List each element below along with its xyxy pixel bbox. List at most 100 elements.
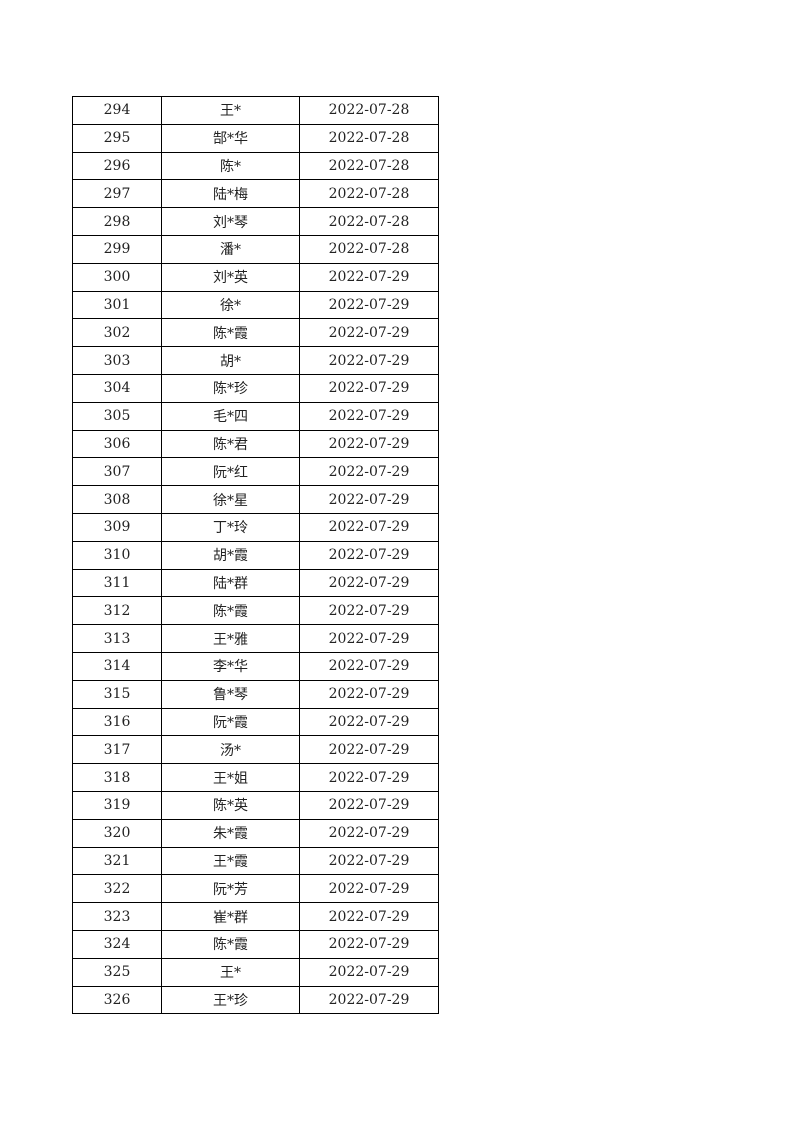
row-number-cell: 307 — [72, 457, 162, 487]
table-row: 321 王*霞 2022-07-29 — [72, 846, 439, 876]
row-number-cell: 321 — [72, 846, 162, 876]
row-number-cell: 316 — [72, 707, 162, 737]
records-table: 294 王* 2022-07-28 295 郜*华 2022-07-28 296 陈* 2022… — [72, 96, 439, 1015]
date-cell: 2022-07-29 — [299, 373, 439, 403]
name-cell: 刘*英 — [161, 262, 300, 292]
date-cell: 2022-07-28 — [299, 151, 439, 181]
table-row: 308 徐*星 2022-07-29 — [72, 485, 439, 514]
table-row: 315 鲁*琴 2022-07-29 — [72, 679, 439, 709]
name-cell: 汤* — [161, 735, 300, 765]
date-cell: 2022-07-29 — [299, 568, 439, 598]
row-number-cell: 312 — [72, 596, 162, 626]
row-number-cell: 315 — [72, 679, 162, 709]
row-number-cell: 299 — [72, 234, 162, 264]
table-row: 309 丁*玲 2022-07-29 — [72, 512, 439, 542]
date-cell: 2022-07-29 — [299, 540, 439, 570]
name-cell: 陈*霞 — [161, 318, 300, 348]
date-cell: 2022-07-29 — [299, 874, 439, 904]
date-cell: 2022-07-29 — [299, 707, 439, 737]
date-cell: 2022-07-29 — [299, 290, 439, 320]
date-cell: 2022-07-29 — [299, 902, 439, 931]
date-cell: 2022-07-29 — [299, 624, 439, 653]
table-row: 326 王*珍 2022-07-29 — [72, 985, 439, 1015]
row-number-cell: 311 — [72, 568, 162, 598]
row-number-cell: 325 — [72, 957, 162, 987]
name-cell: 阮*霞 — [161, 707, 300, 737]
date-cell: 2022-07-29 — [299, 346, 439, 375]
name-cell: 刘*琴 — [161, 207, 300, 236]
row-number-cell: 323 — [72, 902, 162, 931]
table-row: 319 陈*英 2022-07-29 — [72, 790, 439, 820]
row-number-cell: 295 — [72, 123, 162, 153]
table-row: 300 刘*英 2022-07-29 — [72, 262, 439, 292]
name-cell: 郜*华 — [161, 123, 300, 153]
row-number-cell: 305 — [72, 401, 162, 431]
name-cell: 陆*群 — [161, 568, 300, 598]
table-row: 317 汤* 2022-07-29 — [72, 735, 439, 765]
name-cell: 王* — [161, 957, 300, 987]
table-row: 322 阮*芳 2022-07-29 — [72, 874, 439, 904]
table-row: 299 潘* 2022-07-28 — [72, 234, 439, 264]
name-cell: 陈*霞 — [161, 929, 300, 959]
date-cell: 2022-07-29 — [299, 318, 439, 348]
date-cell: 2022-07-29 — [299, 846, 439, 876]
table-row: 297 陆*梅 2022-07-28 — [72, 179, 439, 209]
table-row: 311 陆*群 2022-07-29 — [72, 568, 439, 598]
name-cell: 陈*英 — [161, 790, 300, 820]
table-row: 298 刘*琴 2022-07-28 — [72, 207, 439, 236]
table-row: 318 王*姐 2022-07-29 — [72, 763, 439, 792]
date-cell: 2022-07-29 — [299, 596, 439, 626]
table-row: 314 李*华 2022-07-29 — [72, 651, 439, 681]
table-row: 325 王* 2022-07-29 — [72, 957, 439, 987]
name-cell: 潘* — [161, 234, 300, 264]
row-number-cell: 300 — [72, 262, 162, 292]
name-cell: 陈*珍 — [161, 373, 300, 403]
date-cell: 2022-07-28 — [299, 96, 439, 125]
date-cell: 2022-07-29 — [299, 512, 439, 542]
name-cell: 鲁*琴 — [161, 679, 300, 709]
date-cell: 2022-07-29 — [299, 985, 439, 1015]
row-number-cell: 308 — [72, 485, 162, 514]
date-cell: 2022-07-29 — [299, 651, 439, 681]
name-cell: 徐* — [161, 290, 300, 320]
row-number-cell: 313 — [72, 624, 162, 653]
row-number-cell: 322 — [72, 874, 162, 904]
table-row: 302 陈*霞 2022-07-29 — [72, 318, 439, 348]
table-row: 301 徐* 2022-07-29 — [72, 290, 439, 320]
row-number-cell: 304 — [72, 373, 162, 403]
name-cell: 王*珍 — [161, 985, 300, 1015]
table-row: 324 陈*霞 2022-07-29 — [72, 929, 439, 959]
table-body: 294 王* 2022-07-28 295 郜*华 2022-07-28 296 陈* 2022… — [72, 96, 439, 1015]
row-number-cell: 324 — [72, 929, 162, 959]
name-cell: 丁*玲 — [161, 512, 300, 542]
name-cell: 阮*红 — [161, 457, 300, 487]
row-number-cell: 296 — [72, 151, 162, 181]
date-cell: 2022-07-29 — [299, 485, 439, 514]
date-cell: 2022-07-29 — [299, 818, 439, 848]
date-cell: 2022-07-29 — [299, 401, 439, 431]
date-cell: 2022-07-28 — [299, 179, 439, 209]
row-number-cell: 310 — [72, 540, 162, 570]
name-cell: 胡* — [161, 346, 300, 375]
name-cell: 王*霞 — [161, 846, 300, 876]
name-cell: 陈*君 — [161, 429, 300, 459]
row-number-cell: 297 — [72, 179, 162, 209]
name-cell: 陈* — [161, 151, 300, 181]
name-cell: 王*雅 — [161, 624, 300, 653]
row-number-cell: 303 — [72, 346, 162, 375]
row-number-cell: 302 — [72, 318, 162, 348]
table-row: 296 陈* 2022-07-28 — [72, 151, 439, 181]
row-number-cell: 319 — [72, 790, 162, 820]
row-number-cell: 320 — [72, 818, 162, 848]
date-cell: 2022-07-28 — [299, 207, 439, 236]
date-cell: 2022-07-29 — [299, 262, 439, 292]
name-cell: 李*华 — [161, 651, 300, 681]
date-cell: 2022-07-29 — [299, 457, 439, 487]
date-cell: 2022-07-28 — [299, 234, 439, 264]
table-row: 316 阮*霞 2022-07-29 — [72, 707, 439, 737]
name-cell: 王* — [161, 96, 300, 125]
date-cell: 2022-07-28 — [299, 123, 439, 153]
row-number-cell: 294 — [72, 96, 162, 125]
date-cell: 2022-07-29 — [299, 929, 439, 959]
table-row: 303 胡* 2022-07-29 — [72, 346, 439, 375]
